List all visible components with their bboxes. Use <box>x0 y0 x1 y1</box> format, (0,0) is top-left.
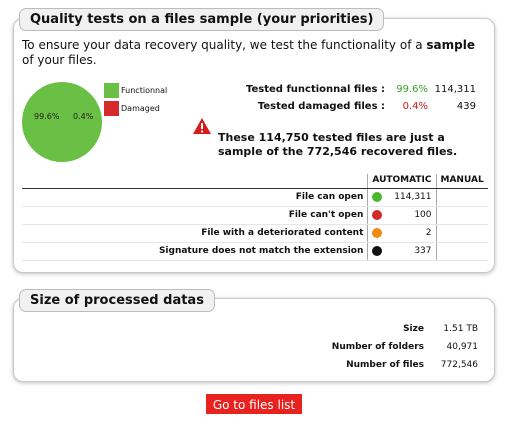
legend-item-damaged: Damaged <box>104 101 160 116</box>
quality-tests-table: AUTOMATIC MANUAL File can open 114,311 F… <box>22 174 488 261</box>
row-label: Signature does not match the extension <box>22 242 368 261</box>
stat-functional-count: 114,311 <box>434 84 476 95</box>
stat-damaged-pct: 0.4% <box>402 101 428 112</box>
processed-data-panel <box>13 298 495 382</box>
stat-functional-pct: 99.6% <box>396 84 428 95</box>
size-label: Size <box>403 324 424 334</box>
sample-warning-text: These 114,750 tested files are just a sa… <box>218 131 458 158</box>
warning-icon <box>193 118 211 134</box>
row-manual-cell <box>435 206 488 225</box>
pie-label-functional: 99.6% <box>34 112 60 121</box>
legend-label-damaged: Damaged <box>121 104 160 113</box>
table-header-blank <box>22 174 368 189</box>
intro-text-start: To ensure your data recovery quality, we… <box>22 38 427 52</box>
files-value: 772,546 <box>440 360 478 370</box>
table-header-manual: MANUAL <box>435 174 488 189</box>
pie-label-damaged: 0.4% <box>73 112 94 121</box>
row-manual-cell <box>435 224 488 243</box>
size-value: 1.51 TB <box>443 324 478 334</box>
quality-pie-chart <box>22 82 102 162</box>
quality-tests-title: Quality tests on a files sample (your pr… <box>19 8 385 31</box>
go-to-files-list-button[interactable]: Go to files list <box>206 394 302 414</box>
row-automatic-cell: 100 <box>367 206 436 225</box>
status-dot-icon <box>372 228 383 238</box>
row-label: File with a deteriorated content <box>22 224 368 243</box>
table-row: File can open 114,311 <box>22 188 488 207</box>
files-label: Number of files <box>346 360 424 370</box>
folders-value: 40,971 <box>446 342 479 352</box>
table-row: Signature does not match the extension 3… <box>22 242 488 261</box>
row-value: 100 <box>414 210 432 220</box>
legend-item-functional: Functionnal <box>104 83 167 98</box>
row-label: File can open <box>22 188 368 207</box>
table-row: File with a deteriorated content 2 <box>22 224 488 243</box>
status-dot-icon <box>372 246 383 256</box>
stat-damaged-count: 439 <box>456 101 476 112</box>
legend-label-functional: Functionnal <box>121 86 168 95</box>
quality-intro-text: To ensure your data recovery quality, we… <box>22 38 490 68</box>
row-value: 2 <box>425 228 432 238</box>
row-manual-cell <box>435 242 488 261</box>
status-dot-icon <box>372 192 383 202</box>
row-label: File can't open <box>22 206 368 225</box>
legend-swatch-functional <box>104 83 119 98</box>
stat-damaged-label: Tested damaged files : <box>257 101 385 112</box>
table-row: File can't open 100 <box>22 206 488 225</box>
row-automatic-cell: 337 <box>367 242 436 261</box>
row-automatic-cell: 2 <box>367 224 436 243</box>
row-value: 337 <box>414 246 432 256</box>
intro-text-bold: sample <box>426 38 475 52</box>
row-manual-cell <box>435 188 488 207</box>
legend-swatch-damaged <box>104 101 119 116</box>
status-dot-icon <box>372 210 383 220</box>
row-value: 114,311 <box>394 192 432 202</box>
pie-slice-functional <box>22 82 102 162</box>
stat-functional-label: Tested functionnal files : <box>246 84 385 95</box>
processed-data-title: Size of processed datas <box>19 289 215 312</box>
table-header-automatic: AUTOMATIC <box>367 174 436 189</box>
intro-text-end: of your files. <box>22 53 97 67</box>
folders-label: Number of folders <box>331 342 424 352</box>
row-automatic-cell: 114,311 <box>367 188 436 207</box>
